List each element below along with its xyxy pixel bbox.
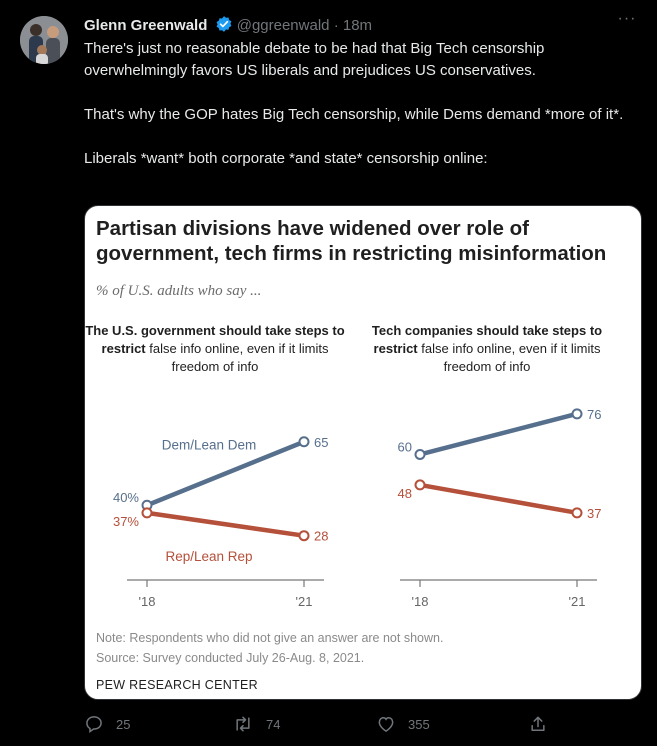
tweet-text: There's just no reasonable debate to be …: [84, 38, 644, 192]
series-name-label: Dem/Lean Dem: [162, 437, 257, 452]
more-options-icon[interactable]: ···: [617, 10, 637, 27]
data-point: [571, 408, 583, 420]
series-name-label: Rep/Lean Rep: [165, 549, 252, 564]
data-point: [414, 448, 426, 460]
data-point: [414, 479, 426, 491]
data-point: [298, 530, 310, 542]
data-point: [141, 507, 153, 519]
data-label: 60: [398, 439, 412, 454]
author-name[interactable]: Glenn Greenwald: [84, 17, 208, 34]
reply-icon: [86, 716, 102, 733]
heart-icon: [378, 716, 394, 732]
retweet-button[interactable]: 74: [232, 712, 280, 736]
reply-button[interactable]: 25: [84, 712, 130, 736]
x-tick-label: '18: [139, 594, 156, 609]
series-line: [419, 482, 578, 516]
share-button[interactable]: [528, 712, 548, 736]
panel-title-rest: false info online, even if it limits fre…: [149, 341, 329, 374]
tweet-header: Glenn Greenwald @ggreenwald · 18m: [84, 15, 637, 35]
chart-image[interactable]: Partisan divisions have widened over rol…: [84, 205, 642, 700]
data-label: 40%: [113, 490, 139, 505]
x-tick-label: '21: [296, 594, 313, 609]
timestamp[interactable]: 18m: [342, 17, 373, 34]
like-button[interactable]: 355: [376, 712, 430, 736]
data-label: 65: [314, 435, 328, 450]
avatar[interactable]: [20, 16, 68, 64]
data-label: 76: [587, 407, 601, 422]
chart-title: Partisan divisions have widened over rol…: [96, 217, 607, 265]
tweet-paragraph: That's why the GOP hates Big Tech censor…: [84, 106, 624, 123]
series-line: [146, 439, 305, 508]
chart-note: Note: Respondents who did not give an an…: [96, 631, 444, 645]
chart-canvas: '18 '21 40% 65 Dem/Lean Dem 37% 28 Rep/Lean Rep…: [113, 407, 602, 609]
reply-count: 25: [116, 716, 131, 732]
panel-title-government: The U.S. government should take steps to…: [85, 322, 345, 376]
panel-title-bold: Tech companies should take steps to rest…: [371, 323, 603, 356]
x-tick-label: '18: [412, 594, 429, 609]
like-count: 355: [408, 716, 430, 732]
panel-title-bold: The U.S. government should take steps to…: [85, 323, 345, 356]
retweet-count: 74: [266, 716, 281, 732]
panel-title-tech: Tech companies should take steps to rest…: [357, 322, 617, 376]
series-line: [146, 510, 305, 538]
chart-source: Source: Survey conducted July 26-Aug. 8,…: [96, 651, 365, 665]
data-point: [298, 436, 310, 448]
data-point: [571, 507, 583, 519]
chart-subtitle: % of U.S. adults who say ...: [96, 283, 262, 299]
panel-title-rest: false info online, even if it limits fre…: [421, 341, 601, 374]
avatar-photo: [20, 16, 68, 64]
author-handle[interactable]: @ggreenwald: [236, 17, 330, 34]
series-line: [419, 411, 578, 457]
retweet-icon: [236, 716, 250, 732]
share-icon: [531, 716, 545, 731]
data-label: 48: [398, 486, 412, 501]
data-label: 37: [587, 506, 601, 521]
tweet-paragraph: There's just no reasonable debate to be …: [84, 40, 545, 79]
data-label: 28: [314, 529, 328, 544]
separator: ·: [333, 17, 339, 34]
tweet-actions: 25 74 355: [84, 712, 644, 736]
data-label: 37%: [113, 514, 139, 529]
tweet-paragraph: Liberals *want* both corporate *and stat…: [84, 150, 488, 167]
verified-badge-icon: [215, 15, 233, 39]
pew-logo: PEW RESEARCH CENTER: [96, 678, 258, 692]
x-tick-label: '21: [569, 594, 586, 609]
